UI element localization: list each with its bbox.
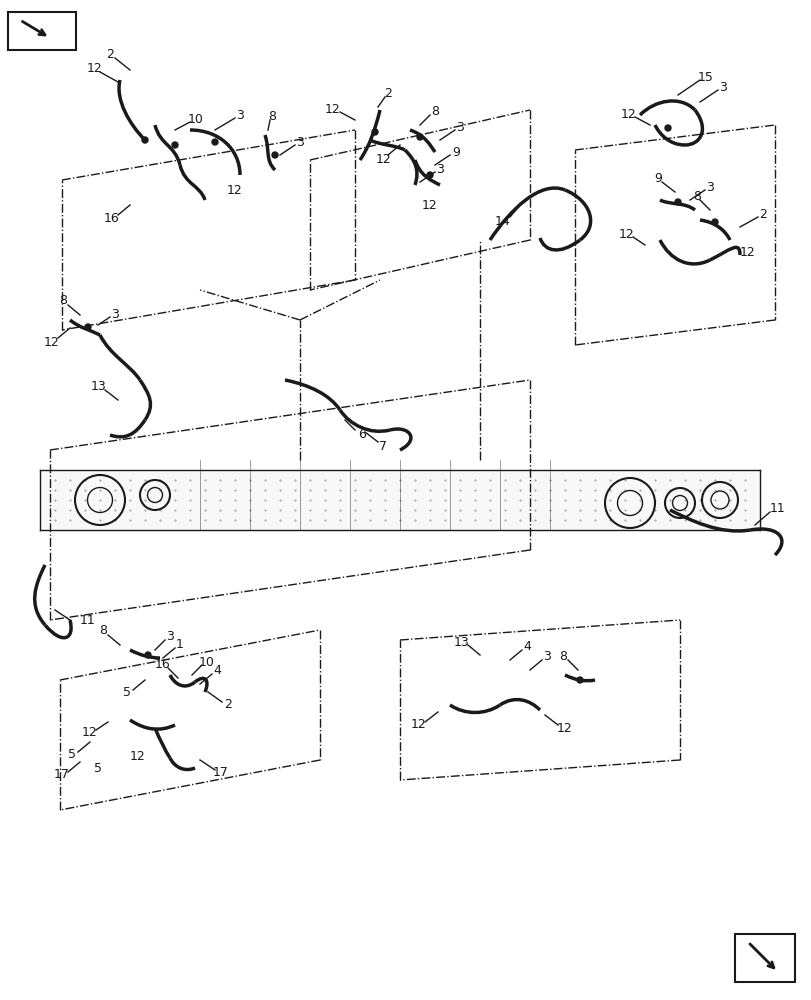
Text: 5: 5 bbox=[122, 686, 131, 700]
Text: 2: 2 bbox=[384, 87, 392, 100]
Text: 3: 3 bbox=[111, 308, 118, 320]
Text: 1: 1 bbox=[176, 638, 184, 652]
Circle shape bbox=[172, 142, 178, 148]
Text: 12: 12 bbox=[556, 721, 573, 734]
Text: 3: 3 bbox=[456, 121, 463, 134]
Text: 15: 15 bbox=[697, 71, 713, 84]
Circle shape bbox=[674, 199, 680, 205]
Circle shape bbox=[427, 172, 432, 178]
Text: 12: 12 bbox=[618, 228, 634, 240]
Text: 7: 7 bbox=[379, 440, 387, 452]
Text: 4: 4 bbox=[212, 664, 221, 678]
Text: 12: 12 bbox=[324, 103, 341, 116]
Text: 3: 3 bbox=[543, 650, 550, 664]
Text: 12: 12 bbox=[44, 336, 60, 349]
Text: 8: 8 bbox=[59, 294, 67, 308]
Text: 3: 3 bbox=[166, 630, 174, 642]
Circle shape bbox=[142, 137, 148, 143]
Text: 11: 11 bbox=[80, 613, 96, 626]
Text: 3: 3 bbox=[296, 136, 303, 149]
Text: 14: 14 bbox=[495, 215, 510, 228]
Bar bbox=[8, 12, 76, 50]
Text: 12: 12 bbox=[375, 153, 392, 166]
Text: 2: 2 bbox=[106, 48, 114, 61]
Text: 8: 8 bbox=[558, 650, 566, 664]
Text: 11: 11 bbox=[769, 502, 785, 514]
Text: 12: 12 bbox=[620, 108, 636, 121]
Text: 8: 8 bbox=[99, 624, 107, 638]
Text: 16: 16 bbox=[155, 658, 170, 672]
Text: 3: 3 bbox=[236, 109, 243, 122]
Text: 12: 12 bbox=[227, 184, 242, 197]
Bar bbox=[734, 934, 794, 982]
Text: 3: 3 bbox=[719, 81, 726, 94]
Text: 2: 2 bbox=[224, 698, 232, 711]
Circle shape bbox=[145, 652, 151, 658]
Text: 5: 5 bbox=[94, 762, 102, 774]
Text: 10: 10 bbox=[188, 113, 204, 126]
Circle shape bbox=[417, 134, 423, 140]
Text: 17: 17 bbox=[212, 766, 229, 780]
Polygon shape bbox=[40, 470, 759, 530]
Circle shape bbox=[212, 139, 217, 145]
Text: 3: 3 bbox=[436, 163, 444, 176]
Text: 4: 4 bbox=[522, 640, 530, 654]
Text: 13: 13 bbox=[453, 636, 470, 648]
Text: 9: 9 bbox=[452, 146, 459, 159]
Circle shape bbox=[371, 129, 378, 135]
Text: 2: 2 bbox=[758, 208, 766, 221]
Text: 12: 12 bbox=[87, 62, 103, 75]
Text: 12: 12 bbox=[410, 718, 427, 731]
Text: 12: 12 bbox=[739, 245, 755, 258]
Circle shape bbox=[272, 152, 277, 158]
Text: 10: 10 bbox=[199, 656, 215, 668]
Circle shape bbox=[577, 677, 582, 683]
Text: 13: 13 bbox=[91, 380, 107, 393]
Text: 12: 12 bbox=[82, 726, 98, 739]
Text: 8: 8 bbox=[268, 110, 276, 123]
Text: 9: 9 bbox=[653, 172, 661, 185]
Text: 5: 5 bbox=[68, 748, 76, 762]
Text: 6: 6 bbox=[358, 428, 366, 440]
Text: 12: 12 bbox=[422, 199, 437, 212]
Circle shape bbox=[664, 125, 670, 131]
Text: 12: 12 bbox=[130, 750, 146, 764]
Text: 17: 17 bbox=[54, 768, 70, 782]
Text: 8: 8 bbox=[431, 105, 439, 118]
Circle shape bbox=[85, 324, 91, 330]
Text: 3: 3 bbox=[706, 181, 713, 194]
Circle shape bbox=[711, 219, 717, 225]
Text: 16: 16 bbox=[104, 212, 120, 225]
Text: 8: 8 bbox=[692, 190, 700, 203]
